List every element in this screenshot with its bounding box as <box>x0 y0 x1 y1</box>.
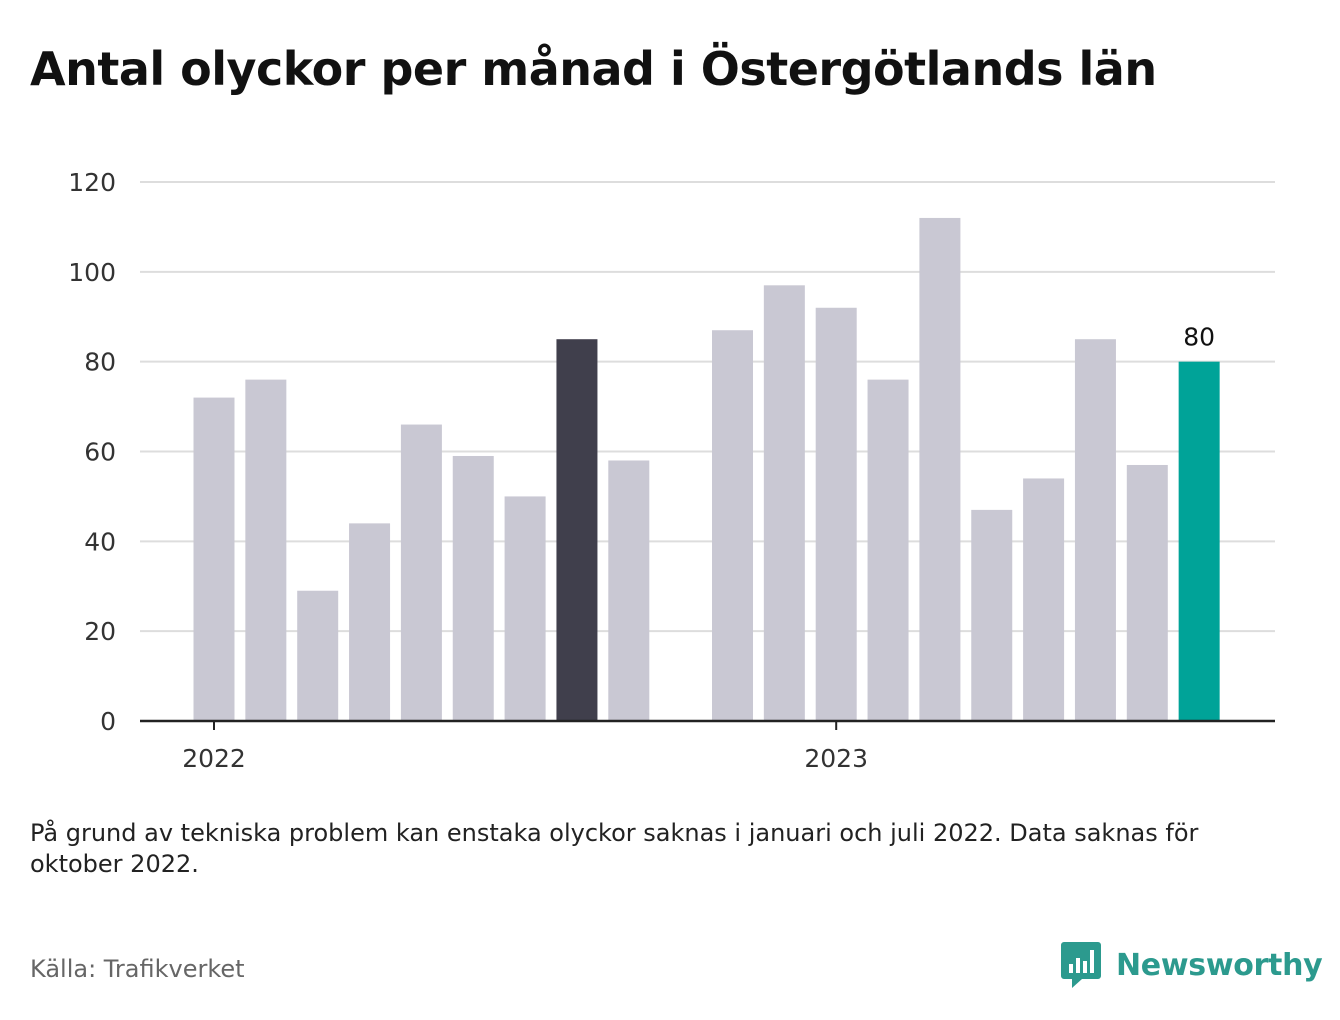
bar-2022-11 <box>712 330 753 721</box>
bar-2023-07 <box>1126 464 1168 721</box>
brand-name: Newsworthy <box>1116 947 1323 983</box>
bar-2022-01 <box>193 397 235 721</box>
bar-2022-02 <box>245 379 287 721</box>
y-tick-label: 100 <box>68 258 116 287</box>
bar-2023-08 <box>1178 361 1220 721</box>
bar-2022-09 <box>608 460 650 721</box>
bar-2022-08 <box>556 339 598 721</box>
brand-logo[interactable]: Newsworthy <box>1060 940 1323 990</box>
y-tick-label: 40 <box>84 527 116 556</box>
bar-2022-03 <box>297 590 339 721</box>
bar-2022-07 <box>504 496 546 721</box>
bar-2023-02 <box>867 379 909 721</box>
data-label: 80 <box>1183 323 1215 352</box>
bar-2023-06 <box>1074 339 1116 721</box>
source-credit: Källa: Trafikverket <box>30 955 245 983</box>
y-tick-label: 80 <box>84 348 116 377</box>
y-tick-label: 60 <box>84 438 116 467</box>
chart-title: Antal olyckor per månad i Östergötlands … <box>30 42 1157 96</box>
y-tick-label: 20 <box>84 617 116 646</box>
x-tick-label: 2022 <box>182 744 246 773</box>
bar-2022-05 <box>400 424 442 721</box>
labels: 0 20 40 60 80 100 120 2022 2023 80 <box>68 168 1215 773</box>
x-tick-label: 2023 <box>804 744 868 773</box>
bar-2022-12 <box>763 285 805 721</box>
y-tick-label: 120 <box>68 168 116 197</box>
y-tick-label: 0 <box>100 707 116 736</box>
bar-2022-04 <box>349 523 391 721</box>
bar-2023-04 <box>971 509 1013 721</box>
bar-2022-06 <box>452 455 494 721</box>
chart-note: På grund av tekniska problem kan enstaka… <box>30 819 1199 878</box>
newsworthy-logo-icon <box>1061 942 1101 988</box>
bars <box>193 217 1220 721</box>
bar-2023-03 <box>919 217 961 721</box>
axes <box>140 719 1275 730</box>
bar-2023-01 <box>815 307 857 721</box>
bar-chart: 0 20 40 60 80 100 120 2022 2023 80 <box>68 168 1275 773</box>
bar-2023-05 <box>1023 478 1065 721</box>
